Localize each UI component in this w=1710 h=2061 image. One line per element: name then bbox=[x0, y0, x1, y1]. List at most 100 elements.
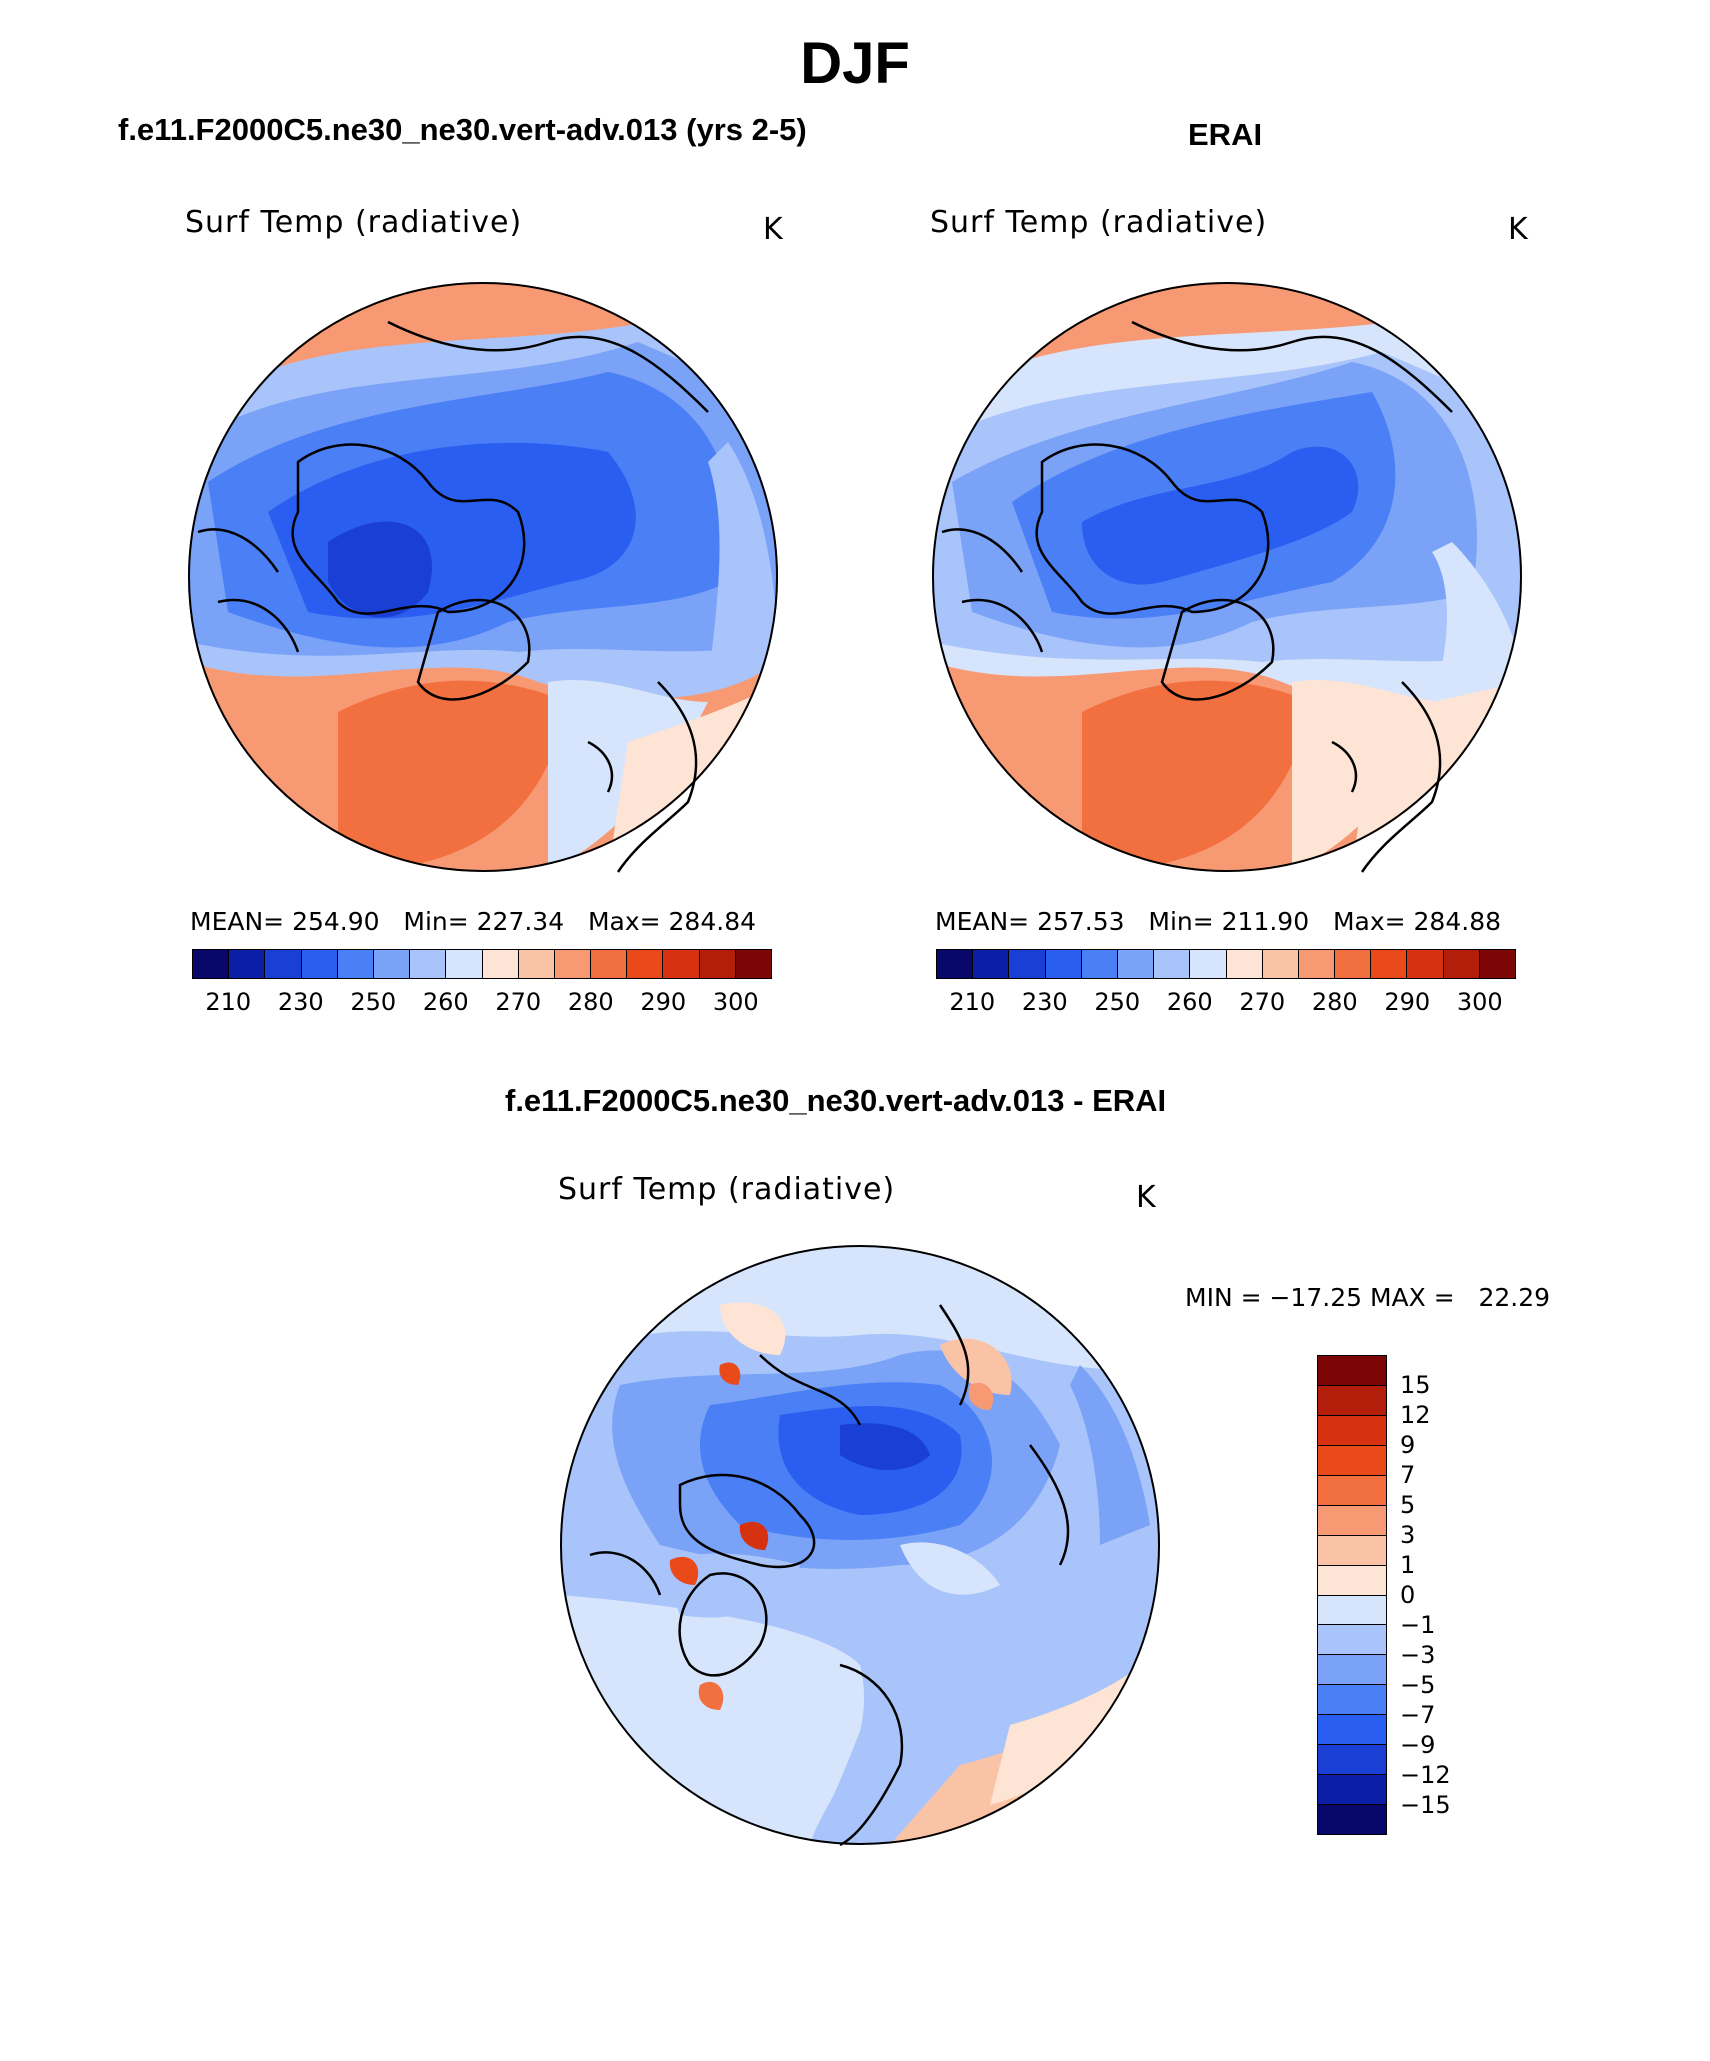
panel-3-colorbar-tick-label: 7 bbox=[1400, 1461, 1416, 1489]
panel-2-colorbar-tick-label: 250 bbox=[1094, 988, 1141, 1016]
panel-2-colorbar-swatch-5 bbox=[1117, 950, 1155, 978]
panel-3-colorbar-swatch-10 bbox=[1318, 1655, 1386, 1686]
panel-1-variable-label: Surf Temp (radiative) bbox=[185, 205, 523, 240]
panel-3-colorbar-swatch-4 bbox=[1318, 1475, 1386, 1506]
panel-1-colorbar-swatch-11 bbox=[591, 950, 628, 978]
panel-1-colorbar-swatch-5 bbox=[373, 950, 411, 978]
panel-2-colorbar-swatch-1 bbox=[973, 950, 1010, 978]
panel-2-stats: MEAN= 257.53 Min= 211.90 Max= 284.88 bbox=[935, 907, 1502, 936]
panel-3-colorbar-tick-label: −9 bbox=[1400, 1731, 1436, 1759]
panel-3-colorbar-swatch-15 bbox=[1318, 1805, 1386, 1834]
panel-2-title: ERAI bbox=[1188, 117, 1263, 152]
panel-1-colorbar-swatch-12 bbox=[627, 950, 664, 978]
panel-1-polar-map bbox=[188, 282, 778, 873]
panel-3-colorbar-swatch-9 bbox=[1318, 1625, 1386, 1656]
panel-1-colorbar-swatch-13 bbox=[663, 950, 700, 978]
panel-3-colorbar-tick-label: 1 bbox=[1400, 1551, 1416, 1579]
panel-1-colorbar-swatch-8 bbox=[482, 950, 519, 978]
panel-2-colorbar-swatch-15 bbox=[1479, 950, 1515, 978]
panel-2-colorbar-swatch-4 bbox=[1081, 950, 1118, 978]
panel-3-colorbar-swatch-8 bbox=[1318, 1595, 1386, 1626]
panel-2-colorbar bbox=[936, 949, 1516, 979]
panel-2-colorbar-tick-label: 210 bbox=[949, 988, 996, 1016]
panel-3-colorbar-ticks: 15 12 9 7 5 3 1 0 −1 −3 −5 −7 −9 −12 −15 bbox=[1400, 1355, 1500, 1835]
panel-2-colorbar-tick-label: 280 bbox=[1311, 988, 1358, 1016]
panel-1-units-label: K bbox=[763, 212, 784, 247]
panel-1-colorbar-swatch-2 bbox=[265, 950, 302, 978]
panel-3-colorbar-tick-label: 15 bbox=[1400, 1371, 1431, 1399]
panel-2-colorbar-swatch-12 bbox=[1371, 950, 1408, 978]
panel-1-colorbar-swatch-0 bbox=[193, 950, 230, 978]
panel-3-colorbar-swatch-6 bbox=[1318, 1535, 1386, 1566]
panel-3-colorbar-swatch-13 bbox=[1318, 1745, 1386, 1776]
panel-2-colorbar-ticks: 210 230 250 260 270 280 290 300 bbox=[936, 988, 1516, 1018]
panel-3-colorbar-swatch-2 bbox=[1318, 1415, 1386, 1446]
panel-1-colorbar-tick-label: 300 bbox=[712, 988, 759, 1016]
panel-1-stats: MEAN= 254.90 Min= 227.34 Max= 284.84 bbox=[190, 907, 757, 936]
panel-2-colorbar-swatch-13 bbox=[1407, 950, 1444, 978]
panel-1-title: f.e11.F2000C5.ne30_ne30.vert-adv.013 (yr… bbox=[118, 112, 807, 147]
panel-2-polar-map bbox=[932, 282, 1522, 873]
panel-2-colorbar-tick-label: 290 bbox=[1384, 988, 1431, 1016]
panel-2-colorbar-tick-label: 300 bbox=[1456, 988, 1503, 1016]
panel-2-colorbar-swatch-8 bbox=[1226, 950, 1263, 978]
panel-3-colorbar-swatch-14 bbox=[1318, 1775, 1386, 1806]
panel-2-colorbar-swatch-2 bbox=[1009, 950, 1046, 978]
panel-1-colorbar-tick-label: 230 bbox=[277, 988, 324, 1016]
panel-2-colorbar-swatch-7 bbox=[1190, 950, 1227, 978]
panel-2-colorbar-swatch-10 bbox=[1298, 950, 1336, 978]
panel-1-colorbar-swatch-7 bbox=[446, 950, 483, 978]
panel-2-colorbar-tick-label: 270 bbox=[1239, 988, 1286, 1016]
panel-1-colorbar-tick-label: 270 bbox=[495, 988, 542, 1016]
panel-3-colorbar-tick-label: −7 bbox=[1400, 1701, 1436, 1729]
panel-3-colorbar-tick-label: −5 bbox=[1400, 1671, 1436, 1699]
panel-1-colorbar-swatch-10 bbox=[554, 950, 592, 978]
panel-1-colorbar bbox=[192, 949, 772, 979]
panel-1-colorbar-swatch-3 bbox=[301, 950, 338, 978]
panel-1-colorbar-tick-label: 260 bbox=[422, 988, 469, 1016]
panel-3-colorbar-swatch-5 bbox=[1318, 1505, 1386, 1536]
panel-3-colorbar-tick-label: 0 bbox=[1400, 1581, 1416, 1609]
panel-3-units-label: K bbox=[1136, 1180, 1157, 1215]
panel-2-colorbar-tick-label: 260 bbox=[1166, 988, 1213, 1016]
panel-1-colorbar-swatch-14 bbox=[699, 950, 736, 978]
panel-3-colorbar-tick-label: −1 bbox=[1400, 1611, 1436, 1639]
panel-3-polar-map bbox=[560, 1245, 1160, 1847]
panel-2-colorbar-swatch-0 bbox=[937, 950, 974, 978]
panel-3-colorbar-swatch-1 bbox=[1318, 1385, 1386, 1416]
panel-2-colorbar-swatch-11 bbox=[1335, 950, 1372, 978]
panel-3-colorbar-tick-label: 3 bbox=[1400, 1521, 1416, 1549]
main-title: DJF bbox=[800, 31, 910, 96]
panel-2-colorbar-swatch-6 bbox=[1154, 950, 1191, 978]
panel-1-colorbar-swatch-1 bbox=[229, 950, 266, 978]
panel-3-colorbar-tick-label: 5 bbox=[1400, 1491, 1416, 1519]
panel-2-units-label: K bbox=[1508, 212, 1529, 247]
panel-3-colorbar-tick-label: −12 bbox=[1400, 1761, 1451, 1789]
panel-1-colorbar-tick-label: 290 bbox=[640, 988, 687, 1016]
panel-3-title: f.e11.F2000C5.ne30_ne30.vert-adv.013 - E… bbox=[505, 1083, 1167, 1118]
panel-3-colorbar bbox=[1317, 1355, 1387, 1835]
panel-1-colorbar-swatch-9 bbox=[518, 950, 555, 978]
panel-2-colorbar-swatch-3 bbox=[1045, 950, 1082, 978]
panel-1-colorbar-tick-label: 210 bbox=[205, 988, 252, 1016]
panel-3-colorbar-tick-label: −3 bbox=[1400, 1641, 1436, 1669]
panel-3-colorbar-tick-label: 12 bbox=[1400, 1401, 1431, 1429]
panel-2-colorbar-tick-label: 230 bbox=[1021, 988, 1068, 1016]
panel-3-colorbar-swatch-7 bbox=[1318, 1565, 1386, 1596]
panel-3-colorbar-swatch-3 bbox=[1318, 1445, 1386, 1476]
panel-3-stats: MIN = −17.25 MAX = 22.29 bbox=[1185, 1283, 1551, 1312]
panel-1-colorbar-tick-label: 280 bbox=[567, 988, 614, 1016]
panel-3-variable-label: Surf Temp (radiative) bbox=[558, 1172, 896, 1207]
panel-1-colorbar-tick-label: 250 bbox=[350, 988, 397, 1016]
panel-1-colorbar-swatch-15 bbox=[735, 950, 771, 978]
panel-3-colorbar-swatch-11 bbox=[1318, 1685, 1386, 1716]
panel-3-colorbar-swatch-12 bbox=[1318, 1715, 1386, 1746]
panel-3-colorbar-tick-label: 9 bbox=[1400, 1431, 1416, 1459]
panel-1-colorbar-swatch-6 bbox=[410, 950, 447, 978]
panel-3-colorbar-swatch-0 bbox=[1318, 1356, 1386, 1386]
panel-2-variable-label: Surf Temp (radiative) bbox=[930, 205, 1268, 240]
panel-2-colorbar-swatch-14 bbox=[1443, 950, 1480, 978]
panel-1-colorbar-swatch-4 bbox=[337, 950, 374, 978]
panel-2-colorbar-swatch-9 bbox=[1262, 950, 1299, 978]
panel-1-colorbar-ticks: 210 230 250 260 270 280 290 300 bbox=[192, 988, 772, 1018]
